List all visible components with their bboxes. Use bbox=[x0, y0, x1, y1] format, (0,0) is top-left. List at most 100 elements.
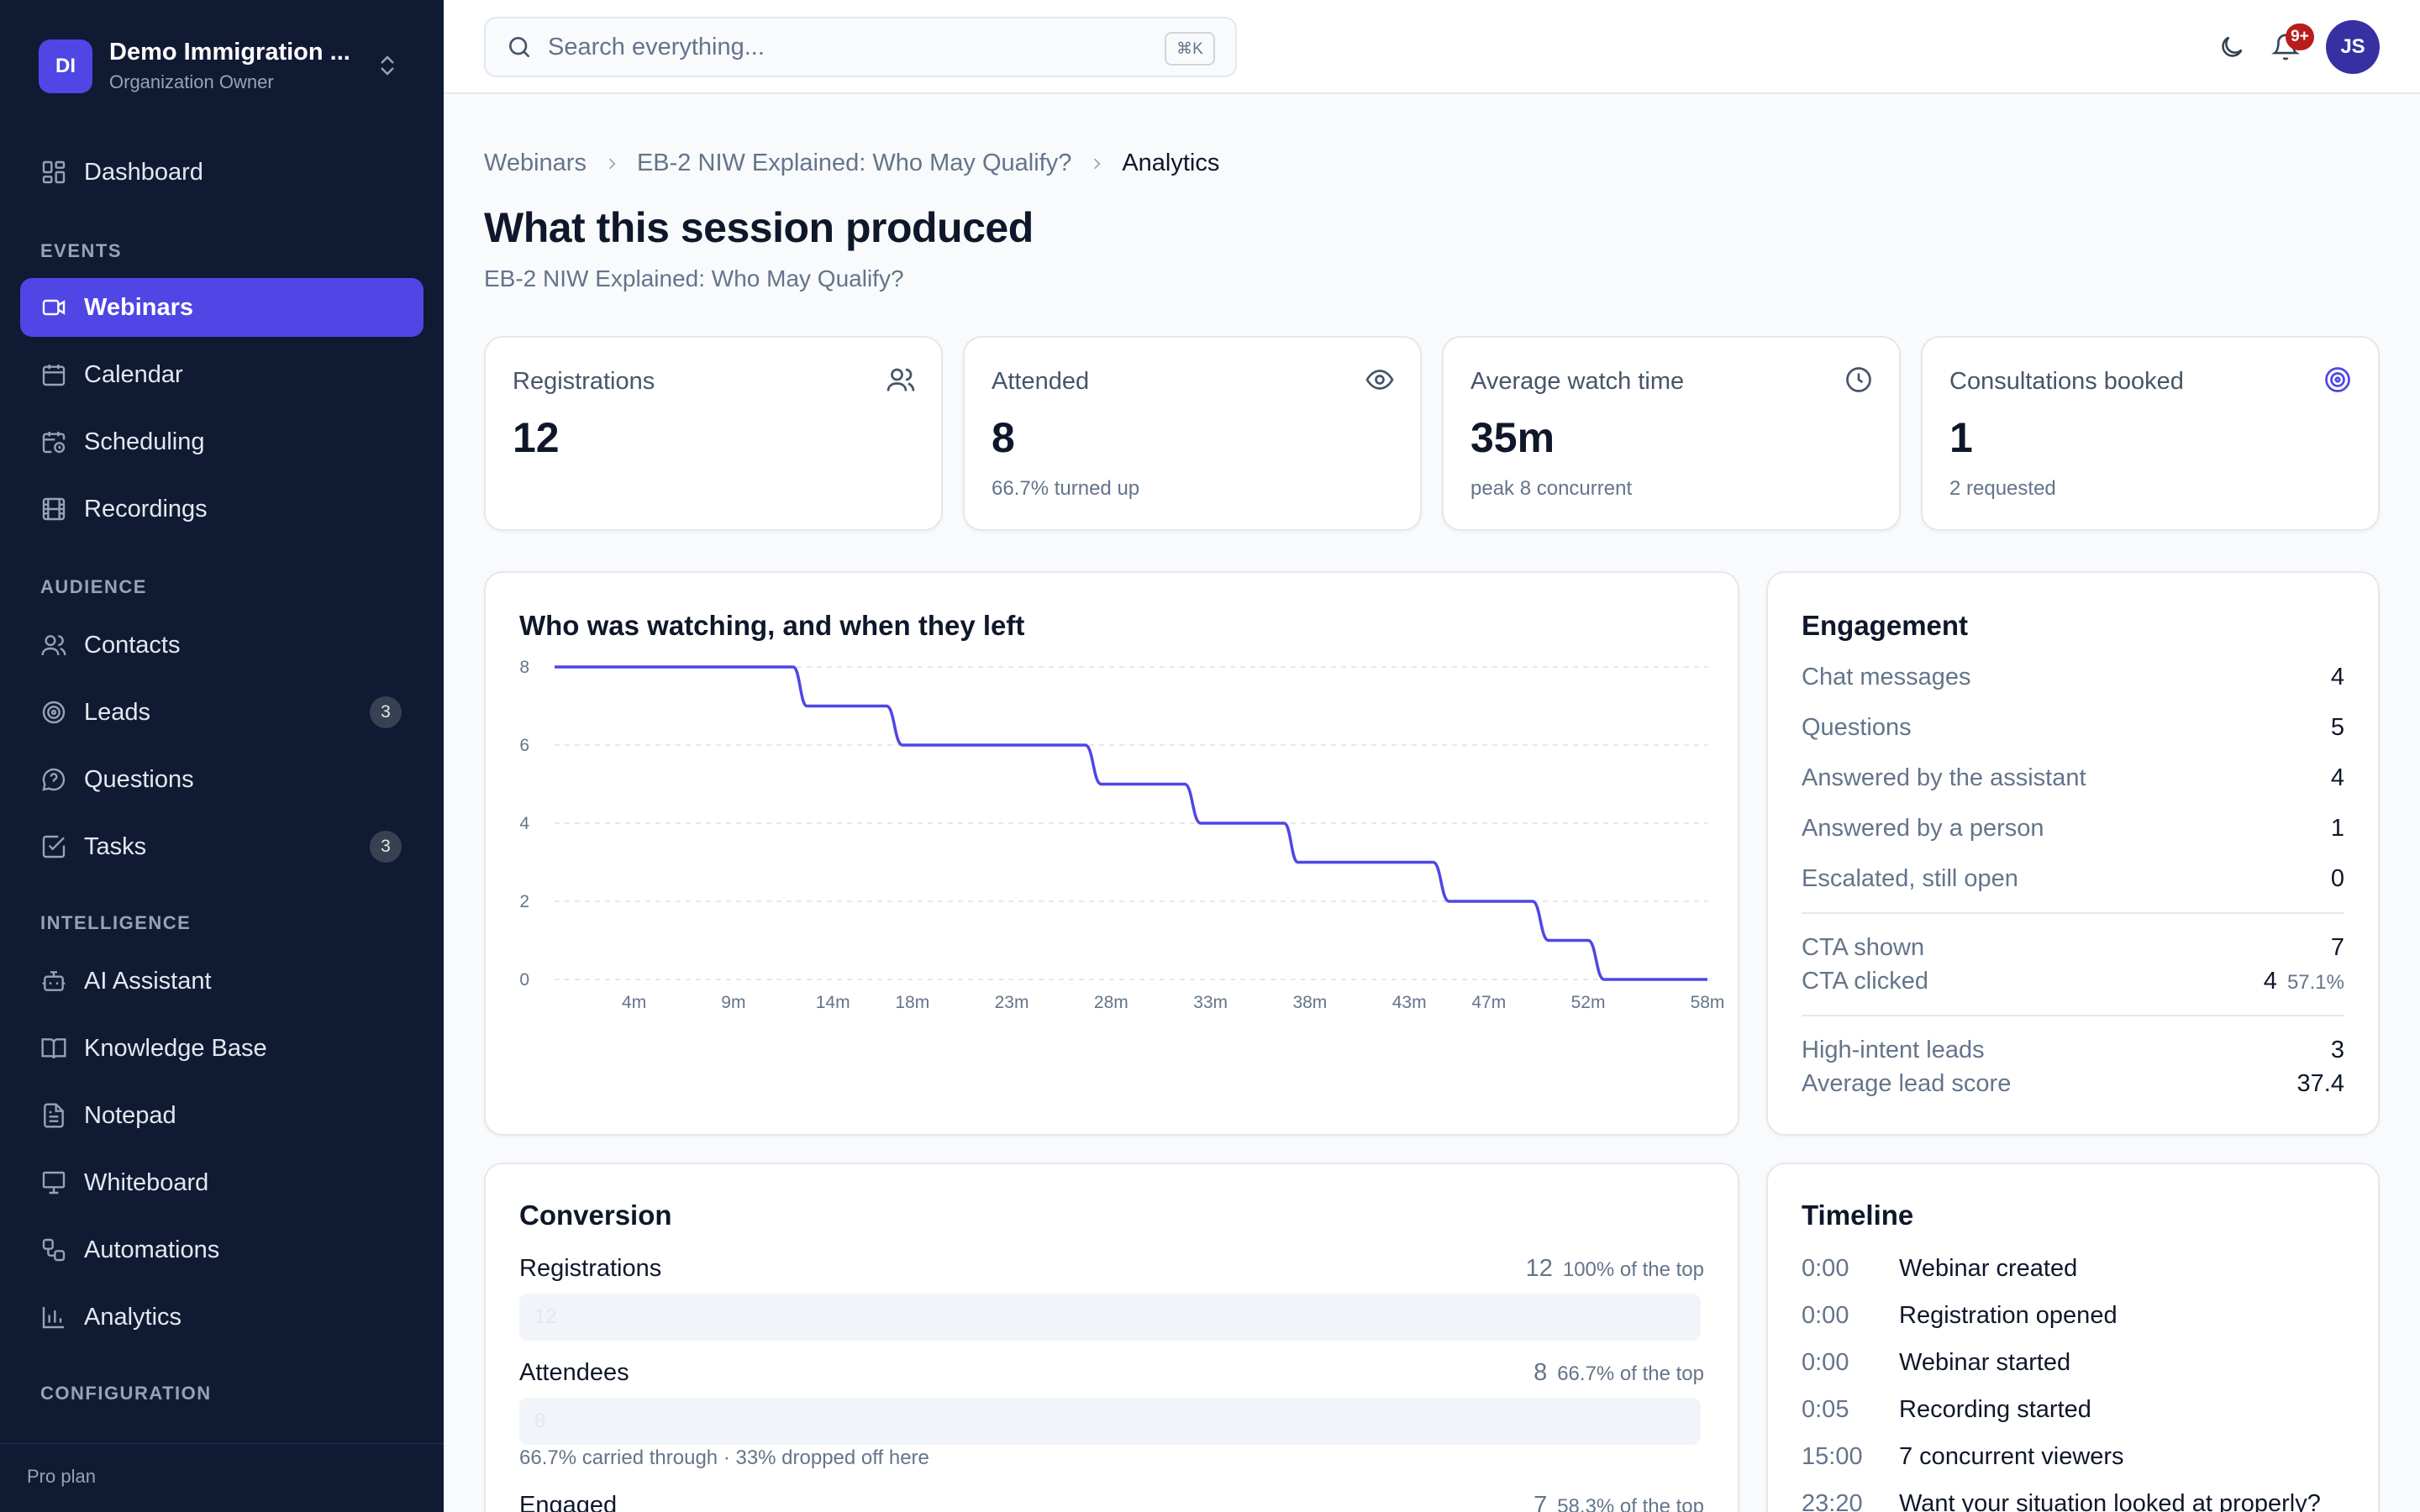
engagement-value: 1 bbox=[2330, 815, 2344, 842]
engagement-label: Questions bbox=[1802, 714, 1912, 741]
topbar: Search everything... ⌘K 9+ JS bbox=[444, 0, 2420, 94]
sidebar-item-label: Automations bbox=[84, 1236, 220, 1263]
funnel-stage-percent: 58.3% of the top bbox=[1557, 1495, 1704, 1512]
timeline-item: 0:05 Recording started bbox=[1802, 1396, 2091, 1424]
chevron-right-icon bbox=[1094, 158, 1101, 169]
section-configuration: CONFIGURATION bbox=[40, 1383, 212, 1404]
sidebar-item-contacts[interactable]: Contacts bbox=[20, 616, 424, 675]
timeline-time: 23:20 bbox=[1802, 1490, 1863, 1512]
engagement-label: Average lead score bbox=[1802, 1070, 2012, 1097]
engagement-row: Chat messages 4 bbox=[1802, 664, 2344, 691]
sidebar-item-label: Webinars bbox=[84, 293, 194, 321]
x-tick-label: 47m bbox=[1471, 993, 1506, 1012]
user-avatar[interactable]: JS bbox=[2326, 20, 2380, 74]
sidebar-item-leads[interactable]: Leads 3 bbox=[20, 683, 424, 742]
funnel-bar-fill: 8 bbox=[519, 1398, 1307, 1445]
funnel-stage-percent: 66.7% of the top bbox=[1557, 1362, 1704, 1385]
sidebar-item-label: Notepad bbox=[84, 1101, 176, 1129]
theme-toggle-button[interactable] bbox=[2213, 29, 2250, 66]
chevron-right-icon bbox=[608, 158, 616, 169]
stat-value: 1 bbox=[1949, 414, 1973, 461]
bot-icon bbox=[42, 971, 66, 991]
x-tick-label: 28m bbox=[1094, 993, 1128, 1012]
sidebar-item-automations[interactable]: Automations bbox=[20, 1221, 424, 1279]
sidebar-item-label: Calendar bbox=[84, 360, 183, 388]
cta-shown-row: CTA shown 7 bbox=[1802, 934, 2344, 962]
org-role: Organization Owner bbox=[109, 71, 274, 92]
file-text-icon bbox=[44, 1103, 64, 1128]
sidebar-item-ai-assistant[interactable]: AI Assistant bbox=[20, 952, 424, 1011]
timeline-time: 0:05 bbox=[1802, 1396, 1849, 1423]
sidebar-item-label: Recordings bbox=[84, 495, 208, 522]
cta-clicked-row: CTA clicked 4 57.1% bbox=[1802, 968, 2344, 995]
sidebar-item-whiteboard[interactable]: Whiteboard bbox=[20, 1153, 424, 1212]
conversion-card: Conversion Registrations 12 100% of the t… bbox=[484, 1163, 1739, 1512]
stat-label: Registrations bbox=[513, 368, 655, 395]
presentation-icon bbox=[42, 1171, 66, 1194]
stat-card-consultations-booked: Consultations booked 1 2 requested bbox=[1921, 336, 2380, 531]
workflow-icon bbox=[42, 1238, 66, 1262]
notifications-button[interactable]: 9+ bbox=[2267, 24, 2314, 66]
check-square-icon bbox=[42, 835, 66, 858]
average-score-row: Average lead score 37.4 bbox=[1802, 1070, 2344, 1098]
breadcrumb: Webinars EB-2 NIW Explained: Who May Qua… bbox=[484, 150, 1219, 177]
sidebar-item-label: Whiteboard bbox=[84, 1168, 209, 1196]
message-question-icon bbox=[42, 768, 66, 791]
x-tick-label: 18m bbox=[895, 993, 929, 1012]
engagement-value: 7 bbox=[2330, 934, 2344, 961]
sidebar-item-tasks[interactable]: Tasks 3 bbox=[20, 817, 424, 876]
sidebar-item-recordings[interactable]: Recordings bbox=[20, 480, 424, 538]
breadcrumb-webinar[interactable]: EB-2 NIW Explained: Who May Qualify? bbox=[636, 150, 1072, 176]
search-input[interactable]: Search everything... ⌘K bbox=[484, 17, 1237, 77]
timeline-item: 23:20 Want your situation looked at prope… bbox=[1802, 1490, 2321, 1512]
sidebar-item-webinars[interactable]: Webinars bbox=[20, 278, 424, 337]
timeline-item: 0:00 Registration opened bbox=[1802, 1302, 2118, 1330]
y-tick-label: 0 bbox=[519, 970, 529, 990]
engagement-label: CTA shown bbox=[1802, 934, 1925, 961]
sidebar-item-analytics[interactable]: Analytics bbox=[20, 1288, 424, 1347]
search-icon bbox=[509, 37, 529, 57]
timeline-time: 0:00 bbox=[1802, 1302, 1849, 1329]
breadcrumb-current: Analytics bbox=[1122, 150, 1220, 176]
funnel-bar: 12 bbox=[519, 1294, 1701, 1341]
sidebar-item-dashboard[interactable]: Dashboard bbox=[20, 143, 424, 202]
chevrons-up-down-icon[interactable] bbox=[375, 50, 400, 81]
search-shortcut: ⌘K bbox=[1165, 32, 1215, 66]
calendar-clock-icon bbox=[42, 432, 66, 454]
stat-value: 12 bbox=[513, 414, 560, 461]
timeline-event: Webinar started bbox=[1899, 1349, 2071, 1376]
sidebar-item-scheduling[interactable]: Scheduling bbox=[20, 412, 424, 471]
eye-icon bbox=[1365, 370, 1394, 390]
y-tick-label: 6 bbox=[519, 736, 529, 755]
x-tick-label: 4m bbox=[622, 993, 646, 1012]
org-switcher[interactable]: DI Demo Immigration ... Organization Own… bbox=[39, 39, 350, 93]
stat-label: Average watch time bbox=[1470, 368, 1685, 395]
sidebar-item-label: AI Assistant bbox=[84, 967, 212, 995]
timeline-event: Want your situation looked at properly? bbox=[1899, 1490, 2321, 1512]
x-tick-label: 38m bbox=[1292, 993, 1327, 1012]
engagement-label: Answered by a person bbox=[1802, 815, 2044, 842]
film-icon bbox=[42, 497, 66, 521]
users-icon bbox=[886, 368, 915, 391]
search-placeholder: Search everything... bbox=[548, 33, 765, 60]
sidebar-item-knowledge-base[interactable]: Knowledge Base bbox=[20, 1019, 424, 1078]
sidebar-item-calendar[interactable]: Calendar bbox=[20, 345, 424, 404]
timeline-item: 0:00 Webinar started bbox=[1802, 1349, 2070, 1377]
sidebar-item-notepad[interactable]: Notepad bbox=[20, 1086, 424, 1145]
viewers-series-line bbox=[555, 665, 1707, 981]
sidebar-item-label: Leads bbox=[84, 698, 151, 726]
target-icon bbox=[2325, 367, 2350, 392]
stat-card-attended: Attended 8 66.7% turned up bbox=[963, 336, 1422, 531]
breadcrumb-webinars[interactable]: Webinars bbox=[484, 150, 587, 176]
org-avatar: DI bbox=[39, 39, 92, 93]
tasks-count-badge: 3 bbox=[370, 831, 402, 863]
engagement-title: Engagement bbox=[1802, 610, 1969, 641]
engagement-value: 5 bbox=[2330, 714, 2344, 741]
sidebar-item-questions[interactable]: Questions bbox=[20, 750, 424, 809]
engagement-label: CTA clicked bbox=[1802, 968, 1928, 995]
timeline-time: 0:00 bbox=[1802, 1349, 1849, 1376]
stat-value: 8 bbox=[992, 414, 1015, 461]
funnel-stage-label: Engaged bbox=[519, 1492, 618, 1512]
timeline-item: 15:00 7 concurrent viewers bbox=[1802, 1443, 2124, 1471]
x-tick-label: 23m bbox=[995, 993, 1029, 1012]
